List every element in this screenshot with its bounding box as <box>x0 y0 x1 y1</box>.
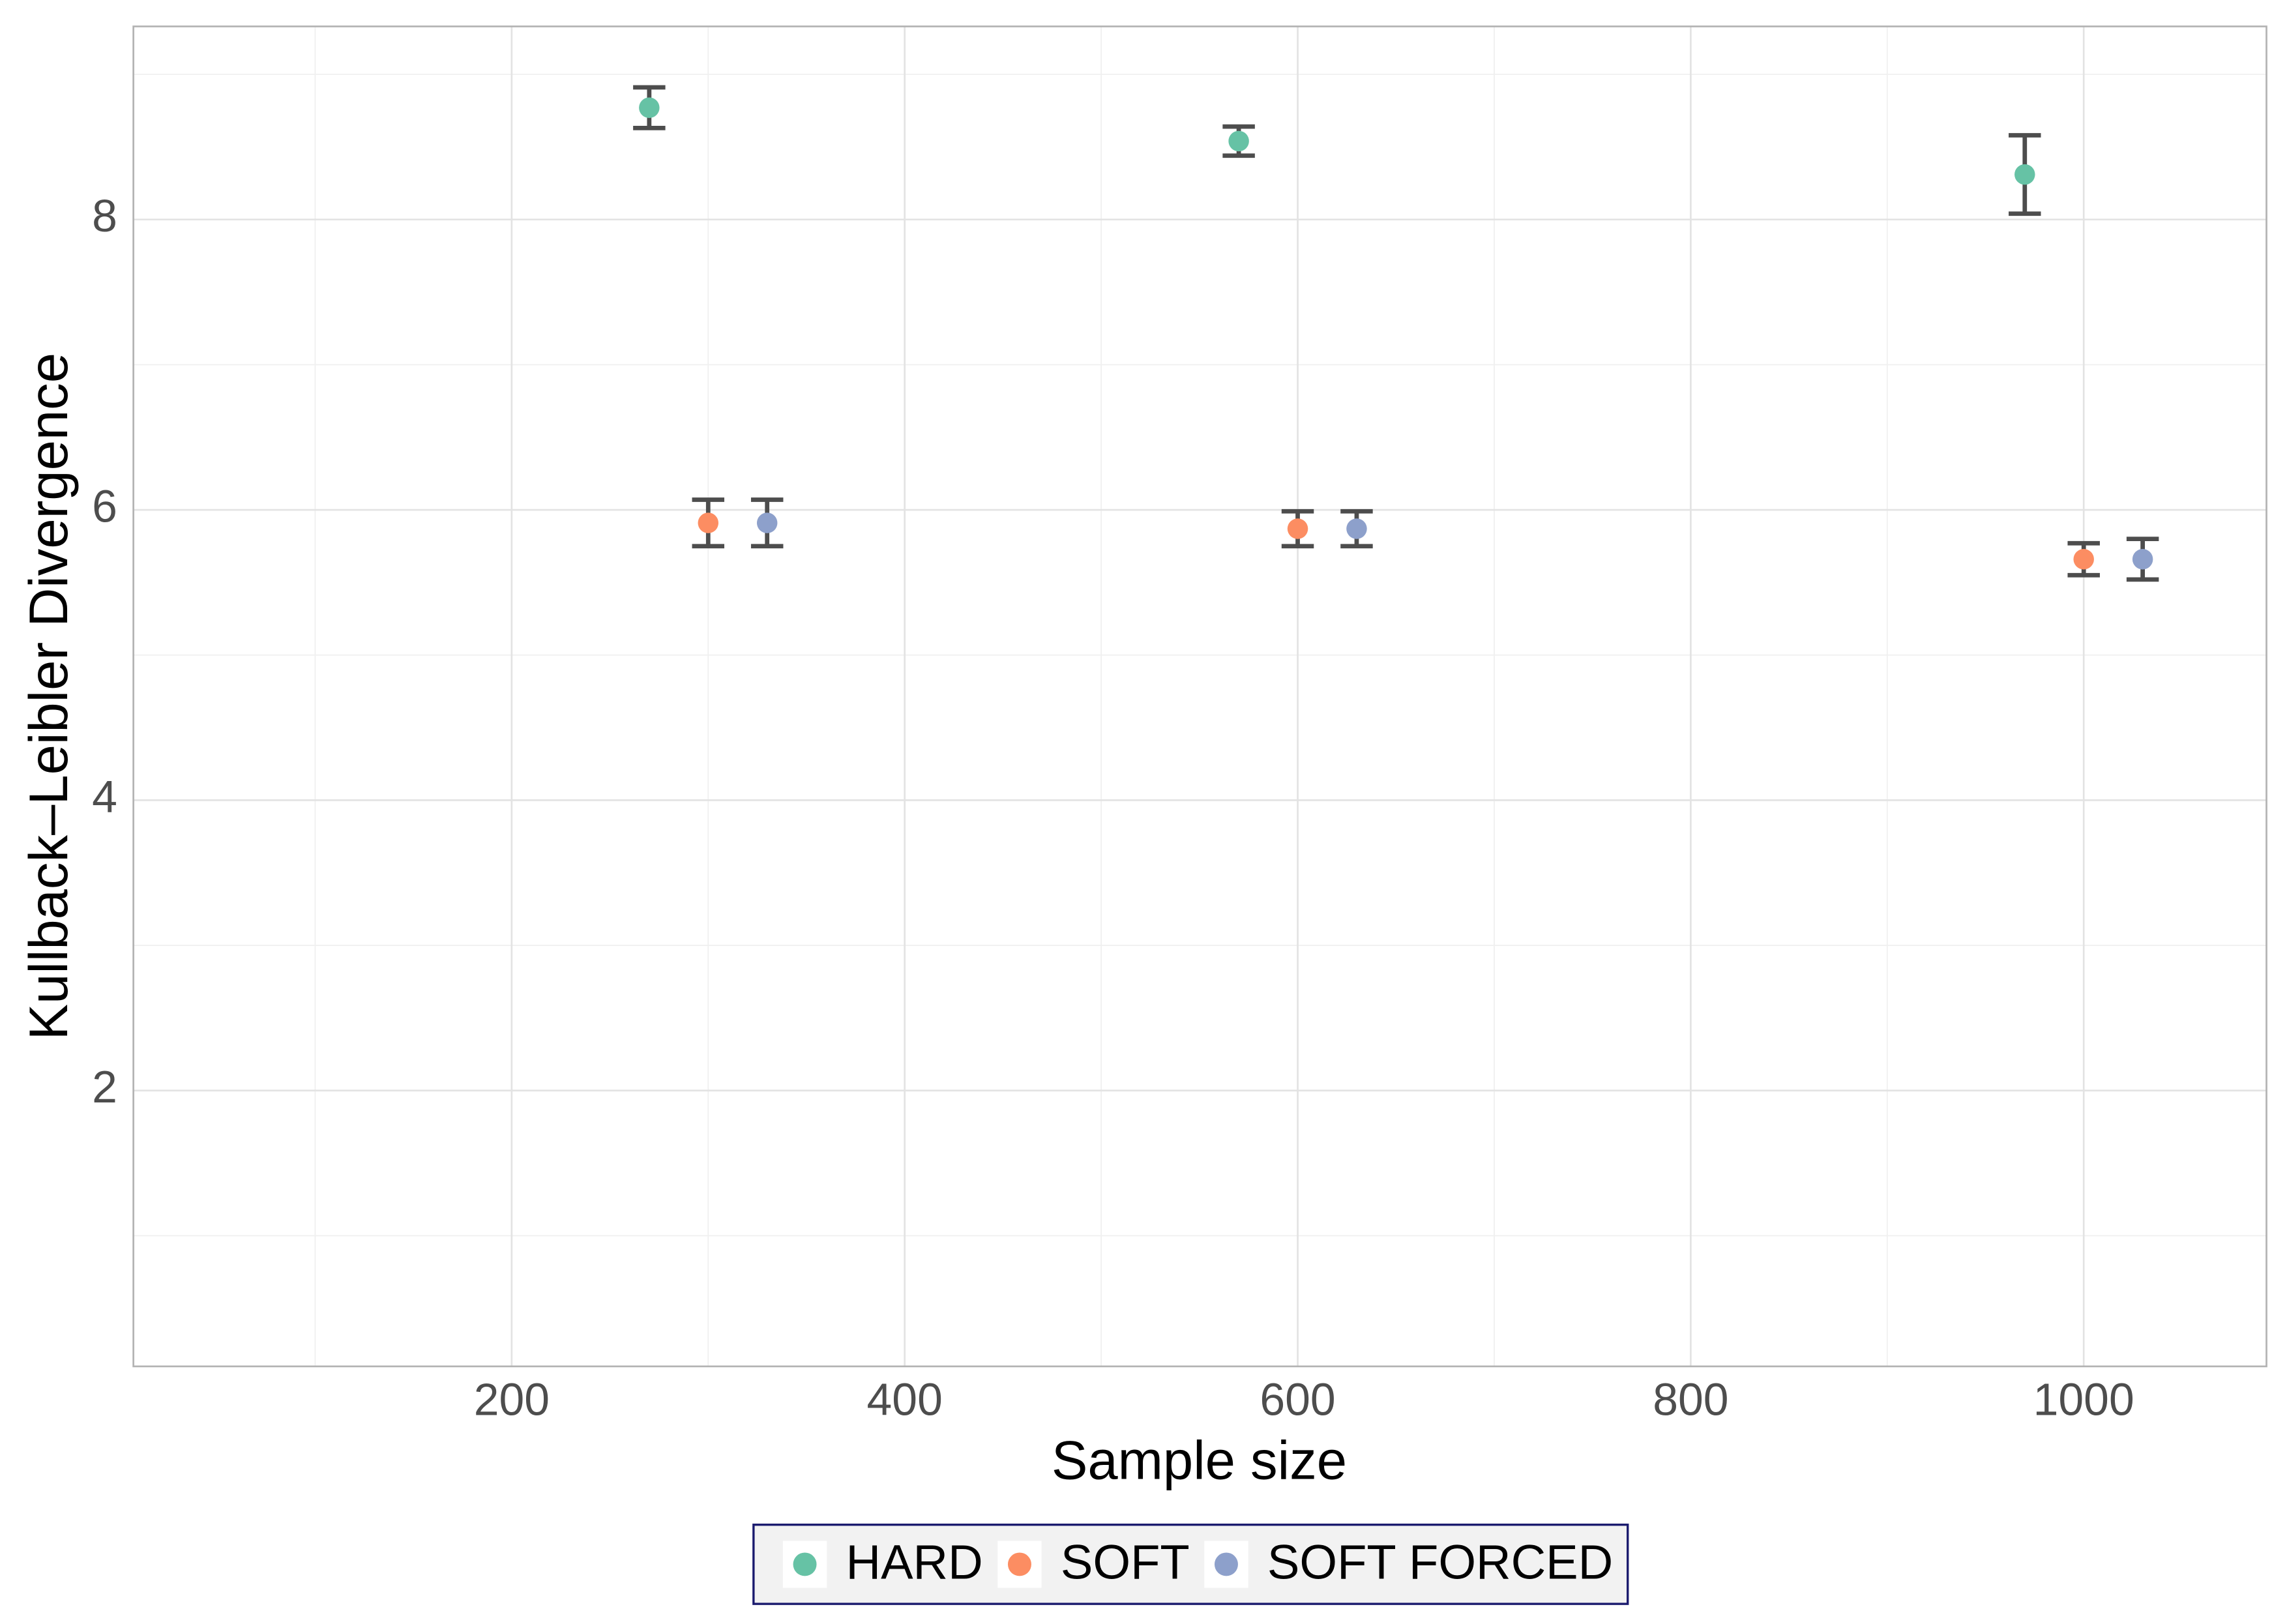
x-axis-title: Sample size <box>1052 1430 1347 1491</box>
legend-label: SOFT FORCED <box>1267 1535 1613 1589</box>
point <box>2073 549 2094 570</box>
legend-key <box>793 1552 817 1576</box>
legend-label: SOFT <box>1061 1535 1190 1589</box>
grid <box>133 26 2267 1366</box>
y-tick-label: 4 <box>92 771 117 822</box>
y-tick-label: 8 <box>92 190 117 241</box>
legend-box <box>752 1524 1629 1605</box>
y-tick-label: 6 <box>92 480 117 531</box>
point <box>1346 518 1367 539</box>
point <box>639 97 660 118</box>
point <box>2014 164 2035 185</box>
y-tick-label: 2 <box>92 1061 117 1112</box>
point <box>2132 549 2153 570</box>
plot-border <box>132 25 2267 1368</box>
legend: HARD SOFT SOFT FORCED <box>752 1524 1629 1605</box>
x-tick-label: 200 <box>474 1374 550 1425</box>
point <box>756 512 778 533</box>
x-tick-label: 400 <box>867 1374 943 1425</box>
legend-key <box>1007 1552 1031 1576</box>
legend-key <box>1214 1552 1238 1576</box>
marks <box>633 85 2159 582</box>
point <box>698 512 719 533</box>
x-tick-label: 800 <box>1653 1374 1728 1425</box>
x-tick-label: 600 <box>1260 1374 1335 1425</box>
x-tick-label: 1000 <box>2033 1374 2134 1425</box>
point <box>1287 518 1308 539</box>
legend-label: HARD <box>846 1535 983 1589</box>
point <box>1228 130 1249 152</box>
y-axis-title: Kullback–Leibler Divergence <box>18 353 79 1040</box>
